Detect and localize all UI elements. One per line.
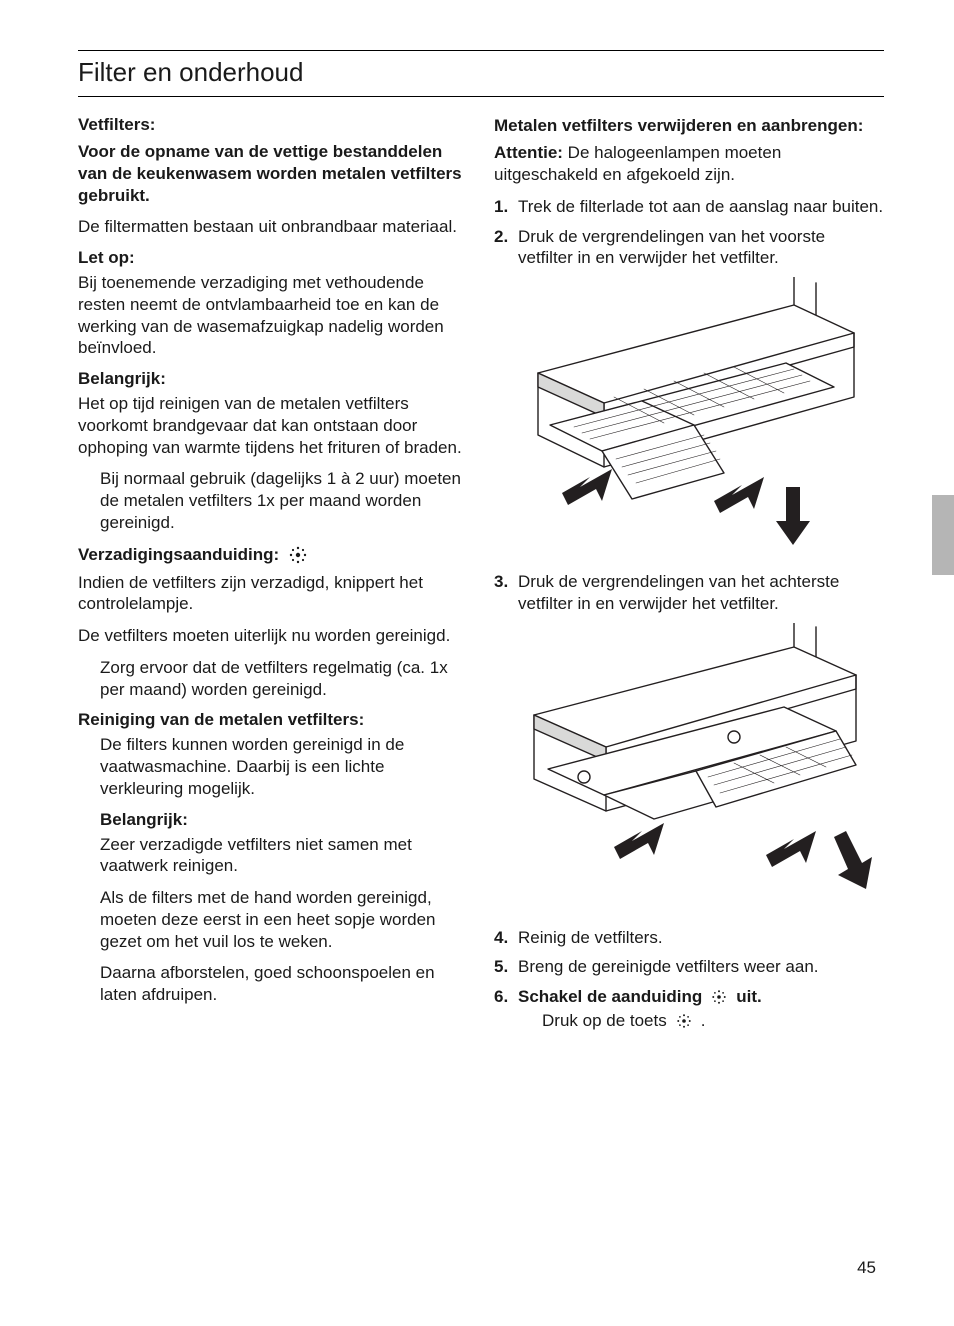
step-5: 5. Breng de gereinigde vetfilters weer a… <box>494 956 884 978</box>
step-6-text-1: Schakel de aanduiding <box>518 986 702 1008</box>
two-column-layout: Vetfilters: Voor de opname van de vettig… <box>78 115 884 1040</box>
step-4-text: Reinig de vetfilters. <box>518 928 663 947</box>
step-6-sub-end: . <box>701 1010 706 1032</box>
step-6-text-2: uit. <box>736 986 762 1008</box>
saturation-icon-inline-2 <box>673 1010 695 1032</box>
verz-indent: Zorg ervoor dat de vetfilters regelmatig… <box>78 657 468 701</box>
steps-list-3: 4. Reinig de vetfilters. 5. Breng de ger… <box>494 927 884 1033</box>
letop-paragraph: Bij toenemende verzadiging met vethouden… <box>78 272 468 359</box>
intro-bold: Voor de opname van de vettige bestanddel… <box>78 141 468 206</box>
heading-belangrijk-2: Belangrijk: <box>78 810 468 830</box>
belangrijk1-paragraph: Het op tijd reinigen van de metalen vetf… <box>78 393 468 458</box>
step-3-text: Druk de vergrendelingen van het achterst… <box>518 572 839 613</box>
belangrijk2-p3: Daarna afborstelen, goed schoonspoelen e… <box>78 962 468 1006</box>
thumb-tab <box>932 495 954 575</box>
step-3-num: 3. <box>494 571 508 593</box>
intro-paragraph: De filtermatten bestaan uit onbrandbaar … <box>78 216 468 238</box>
attentie-paragraph: Attentie: De halogeenlampen moeten uitge… <box>494 142 884 186</box>
right-column: Metalen vetfilters verwijderen en aanbre… <box>494 115 884 1040</box>
steps-list-2: 3. Druk de vergrendelingen van het achte… <box>494 571 884 615</box>
page: Filter en onderhoud Vetfilters: Voor de … <box>0 0 954 1080</box>
left-column: Vetfilters: Voor de opname van de vettig… <box>78 115 468 1040</box>
step-5-num: 5. <box>494 956 508 978</box>
section-title: Filter en onderhoud <box>78 50 884 97</box>
step-2-text: Druk de vergrendelingen van het voorste … <box>518 227 825 268</box>
heading-letop: Let op: <box>78 248 468 268</box>
heading-belangrijk-1: Belangrijk: <box>78 369 468 389</box>
belangrijk2-p2: Als de filters met de hand worden gerein… <box>78 887 468 952</box>
belangrijk1-indent: Bij normaal gebruik (dagelijks 1 à 2 uur… <box>78 468 468 533</box>
saturation-icon-inline-1 <box>708 986 730 1008</box>
heading-verzadiging: Verzadigingsaanduiding: <box>78 545 279 565</box>
page-number: 45 <box>857 1258 876 1278</box>
step-1: 1. Trek de filterlade tot aan de aanslag… <box>494 196 884 218</box>
step-3: 3. Druk de vergrendelingen van het achte… <box>494 571 884 615</box>
step-6: 6. Schakel de aanduiding <box>494 986 884 1032</box>
step-5-text: Breng de gereinigde vetfilters weer aan. <box>518 957 819 976</box>
step-6-num: 6. <box>494 986 508 1008</box>
figure-remove-rear-filter <box>494 623 884 913</box>
reinig-indent1: De filters kunnen worden gereinigd in de… <box>78 734 468 799</box>
verz-p1: Indien de vetfilters zijn verzadigd, kni… <box>78 572 468 616</box>
steps-list: 1. Trek de filterlade tot aan de aanslag… <box>494 196 884 269</box>
heading-vetfilters: Vetfilters: <box>78 115 468 135</box>
step-1-num: 1. <box>494 196 508 218</box>
heading-verzadiging-row: Verzadigingsaanduiding: <box>78 544 468 566</box>
attentie-label: Attentie: <box>494 143 563 162</box>
heading-metalen: Metalen vetfilters verwijderen en aanbre… <box>494 115 884 136</box>
step-2-num: 2. <box>494 226 508 248</box>
heading-reiniging: Reiniging van de metalen vetfilters: <box>78 710 468 730</box>
step-4: 4. Reinig de vetfilters. <box>494 927 884 949</box>
step-2: 2. Druk de vergrendelingen van het voors… <box>494 226 884 270</box>
figure-remove-front-filter <box>494 277 884 557</box>
belangrijk2-p1: Zeer verzadigde vetfilters niet samen me… <box>78 834 468 878</box>
step-4-num: 4. <box>494 927 508 949</box>
saturation-icon <box>287 544 309 566</box>
verz-p2: De vetfilters moeten uiterlijk nu worden… <box>78 625 468 647</box>
step-6-sub-text: Druk op de toets <box>542 1010 667 1032</box>
step-1-text: Trek de filterlade tot aan de aanslag na… <box>518 197 883 216</box>
